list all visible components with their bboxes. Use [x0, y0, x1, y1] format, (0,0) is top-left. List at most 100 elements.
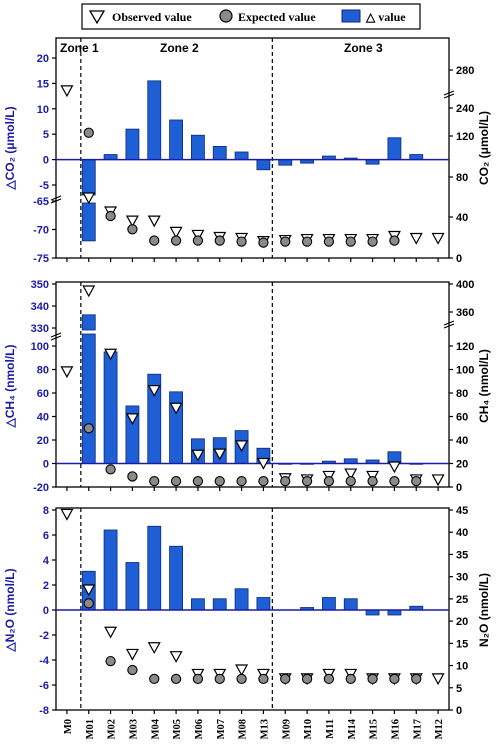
ch4-right-tick-label: 20 [456, 459, 468, 471]
co2-delta-bar [387, 137, 402, 160]
n2o-delta-bar [234, 588, 249, 611]
ch4-right-tick-label: 400 [456, 279, 474, 291]
ch4-observed-marker [104, 348, 118, 361]
x-tick-label: M07 [216, 719, 227, 739]
ch4-delta-bar [103, 351, 118, 464]
x-tick-label: M17 [412, 719, 423, 739]
n2o-left-tick-label: 0 [43, 605, 49, 617]
panel-n2o-frame [55, 507, 450, 711]
co2-expected-marker [192, 235, 204, 246]
axis-break-mark [443, 320, 455, 329]
co2-left-tick-label: 10 [37, 104, 49, 116]
ch4-left-tick-label: 100 [31, 341, 49, 353]
ch4-delta-bar [81, 333, 96, 464]
n2o-delta-bar [125, 562, 140, 611]
co2-expected-marker [258, 237, 269, 248]
ch4-observed-marker [60, 366, 74, 379]
ch4-left-tick-label: 0 [43, 459, 49, 471]
n2o-delta-bar [322, 597, 336, 611]
n2o-observed-marker [104, 626, 118, 639]
n2o-expected-marker [214, 673, 225, 685]
ch4-expected-marker [170, 475, 182, 487]
co2-right-tick-label: 80 [456, 172, 468, 184]
legend-observed-marker [88, 10, 106, 25]
n2o-observed-marker [82, 584, 96, 597]
legend-delta-marker [341, 9, 361, 23]
ch4-expected-marker [323, 475, 335, 487]
co2-expected-marker [105, 210, 116, 222]
ch4-observed-marker [387, 461, 401, 474]
axis-break-mark [443, 90, 455, 99]
ch4-left-axis-title: △CH₄ (nmol/L) [3, 345, 17, 429]
x-tick-label: M03 [128, 719, 139, 739]
n2o-left-tick-label: 4 [43, 555, 50, 567]
x-tick-label: M14 [347, 718, 358, 739]
ch4-delta-bar-upper [81, 314, 96, 331]
x-tick-label: M09 [281, 719, 292, 739]
n2o-expected-marker [127, 664, 138, 676]
n2o-expected-marker [345, 673, 356, 685]
n2o-observed-marker [431, 673, 445, 686]
ch4-observed-marker [256, 457, 270, 470]
n2o-left-tick-label: -2 [39, 630, 49, 642]
n2o-observed-marker [147, 642, 161, 655]
ch4-expected-marker [105, 464, 116, 475]
ch4-expected-marker [192, 475, 204, 487]
n2o-right-tick-label: 25 [456, 594, 468, 606]
ch4-expected-marker [280, 475, 291, 487]
x-tick-label: M16 [390, 719, 401, 739]
n2o-expected-marker [170, 673, 182, 685]
n2o-delta-bar [103, 529, 118, 611]
bars-layer [81, 80, 424, 616]
n2o-expected-marker [323, 673, 335, 685]
co2-observed-marker [431, 232, 445, 245]
co2-delta-bar [278, 159, 293, 166]
x-tick-label: M02 [107, 719, 118, 739]
co2-delta-bar [169, 119, 183, 160]
legend: Observed value Expected value △ value [81, 3, 421, 30]
co2-right-tick-label: 40 [456, 212, 468, 224]
legend-observed-label: Observed value [112, 10, 192, 24]
ch4-left-tick-label: 60 [37, 388, 49, 400]
n2o-right-tick-label: 20 [456, 616, 468, 628]
n2o-expected-marker [411, 673, 422, 685]
ch4-right-tick-label: 120 [456, 341, 474, 353]
n2o-right-tick-label: 45 [456, 505, 468, 517]
ch4-left-tick-label: 40 [37, 412, 49, 424]
ch4-observed-marker [125, 413, 139, 426]
co2-delta-bar [212, 145, 227, 160]
ch4-right-tick-label: 360 [456, 307, 474, 319]
co2-expected-marker [323, 236, 335, 247]
co2-expected-marker [301, 236, 313, 247]
n2o-right-tick-label: 40 [456, 527, 468, 539]
co2-expected-marker [389, 235, 400, 246]
co2-observed-marker [147, 215, 161, 228]
x-tick-label: M08 [238, 719, 249, 739]
legend-expected-marker [219, 9, 233, 23]
ch4-expected-marker [149, 475, 160, 487]
co2-right-tick-label: 280 [456, 65, 474, 77]
x-tick-label: M06 [194, 719, 205, 739]
co2-delta-bar [256, 159, 271, 171]
ch4-expected-marker [127, 471, 138, 482]
ch4-observed-marker [147, 385, 161, 397]
ch4-expected-marker [389, 475, 400, 487]
x-tick-label: M11 [325, 719, 336, 739]
x-tick-label: M05 [172, 719, 183, 739]
co2-delta-bar [147, 80, 162, 160]
ch4-expected-marker [258, 475, 269, 487]
n2o-left-tick-label: 2 [43, 580, 49, 592]
co2-expected-marker [214, 235, 225, 246]
panel-ch4-frame [55, 281, 450, 488]
markers-layer [60, 85, 445, 686]
co2-observed-marker [60, 85, 74, 98]
co2-left-tick-label: -65 [33, 196, 49, 208]
n2o-right-tick-label: 5 [456, 683, 462, 695]
ch4-observed-marker [344, 468, 358, 481]
co2-observed-marker [82, 192, 96, 205]
n2o-expected-marker [105, 655, 116, 667]
n2o-left-tick-label: -6 [39, 680, 49, 692]
n2o-expected-marker [258, 673, 269, 685]
ch4-right-tick-label: 60 [456, 412, 468, 424]
